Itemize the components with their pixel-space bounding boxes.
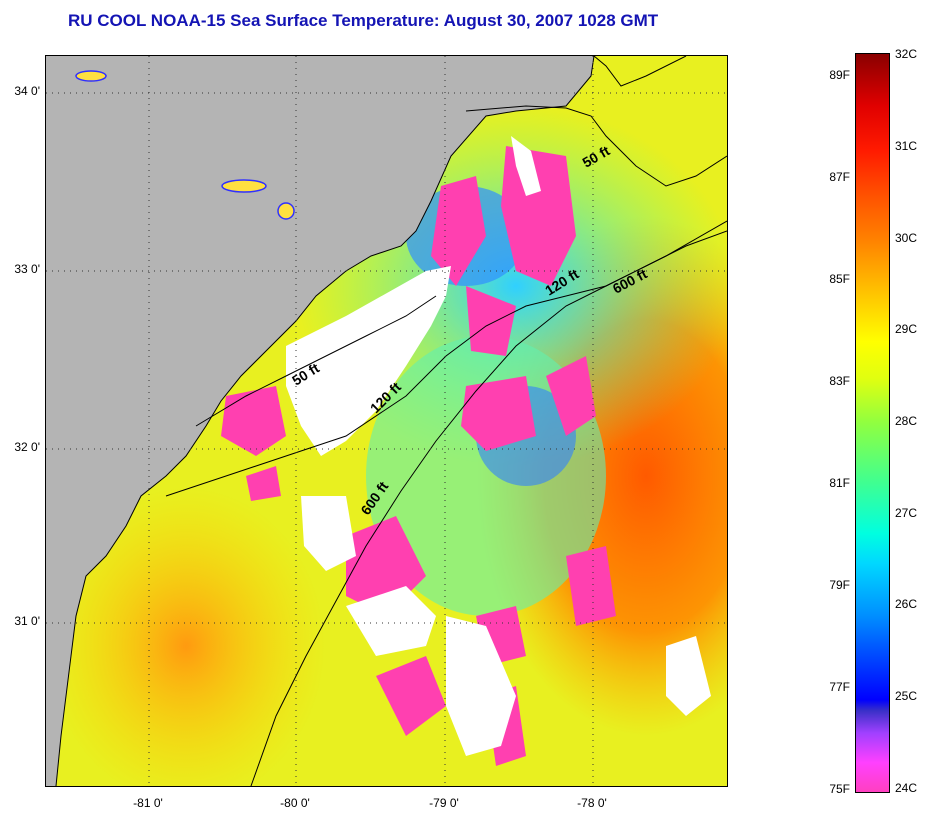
colorbar-f-label: 83F <box>829 374 850 388</box>
colorbar-f-label: 81F <box>829 476 850 490</box>
warm-shelf-region <box>46 486 326 786</box>
lon-label: -80 0' <box>280 796 310 810</box>
land-mass <box>46 56 594 786</box>
temperature-colorbar <box>855 53 890 793</box>
contour-50ft-south <box>195 295 437 427</box>
colorbar-c-label: 24C <box>895 781 918 795</box>
lon-label: -79 0' <box>429 796 459 810</box>
lat-label: 31 0' <box>14 614 40 628</box>
map-title: RU COOL NOAA-15 Sea Surface Temperature:… <box>68 11 659 30</box>
sst-map[interactable]: 50 ft 120 ft 600 ft 50 ft 120 ft 600 ft <box>45 55 728 787</box>
coastline <box>55 56 595 786</box>
lon-label: -81 0' <box>133 796 163 810</box>
colorbar-c-label: 27C <box>895 506 918 520</box>
colorbar-c-label: 26C <box>895 597 918 611</box>
colorbar-f-label: 85F <box>829 272 850 286</box>
colorbar-c-label: 32C <box>895 47 918 61</box>
colorbar-f-label: 79F <box>829 578 850 592</box>
inland-features <box>75 70 295 220</box>
colorbar-c-label: 30C <box>895 231 918 245</box>
colorbar-c-label: 29C <box>895 322 918 336</box>
sst-map-svg: 50 ft 120 ft 600 ft 50 ft 120 ft 600 ft <box>46 56 727 786</box>
colorbar-f-label: 89F <box>829 68 850 82</box>
contour-600ft <box>250 220 727 786</box>
colorbar-c-label: 31C <box>895 139 918 153</box>
colorbar-f-label: 77F <box>829 680 850 694</box>
colorbar-f-label: 75F <box>829 782 850 796</box>
contour-50ft-north <box>465 105 727 187</box>
colorbar-c-label: 28C <box>895 414 918 428</box>
lat-label: 33 0' <box>14 262 40 276</box>
lon-label: -78 0' <box>577 796 607 810</box>
lat-label: 32 0' <box>14 440 40 454</box>
magenta-patches <box>221 146 616 766</box>
colorbar-c-label: 25C <box>895 689 918 703</box>
lat-label: 34 0' <box>14 84 40 98</box>
coastline-north <box>593 56 687 87</box>
colorbar-f-label: 87F <box>829 170 850 184</box>
